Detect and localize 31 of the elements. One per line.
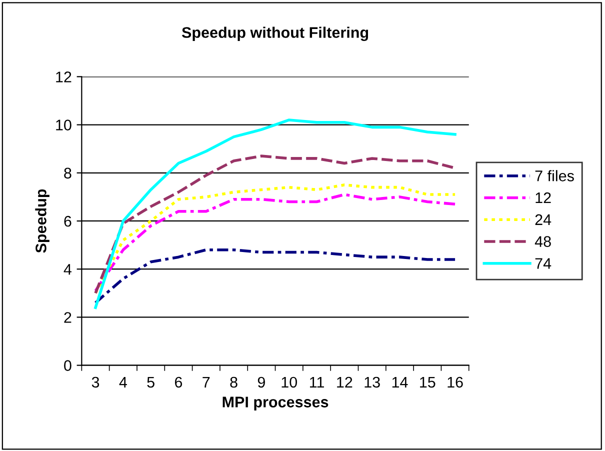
- y-tick-label: 10: [56, 120, 72, 130]
- line-series: [94, 118, 456, 309]
- x-tick-label: 4: [119, 376, 127, 388]
- legend-label: 7 files: [535, 170, 574, 182]
- legend-label: 24: [535, 214, 552, 225]
- y-axis-title: Speedup: [35, 189, 50, 253]
- x-tick-label: 16: [448, 376, 463, 388]
- x-tick-label: 15: [420, 376, 436, 388]
- y-tick-label: 6: [64, 216, 72, 227]
- x-tick-label: 13: [364, 376, 380, 388]
- y-tick-label: 8: [64, 168, 72, 179]
- legend-label: 48: [534, 236, 551, 247]
- y-tick-label: 0: [64, 360, 72, 371]
- x-axis-title: MPI processes: [222, 396, 328, 410]
- y-tick-label: 2: [64, 312, 72, 323]
- x-tick-label: 10: [282, 376, 298, 388]
- y-tick-label: 12: [56, 72, 72, 82]
- x-tick-label: 8: [230, 376, 238, 388]
- chart-title: Speedup without Filtering: [182, 26, 368, 42]
- legend-label: 12: [536, 192, 551, 204]
- x-tick-label: 6: [175, 376, 182, 388]
- line-series: [94, 248, 456, 304]
- x-tick-label: 14: [392, 376, 408, 388]
- y-tick-label: 4: [64, 264, 72, 275]
- x-tick-label: 7: [202, 376, 210, 388]
- x-tick-label: 5: [147, 376, 154, 388]
- legend-label: 74: [535, 258, 552, 269]
- x-tick-label: 11: [310, 376, 324, 388]
- x-tick-label: 9: [258, 376, 265, 388]
- x-tick-label: 12: [337, 376, 352, 388]
- x-tick-label: 3: [92, 376, 100, 388]
